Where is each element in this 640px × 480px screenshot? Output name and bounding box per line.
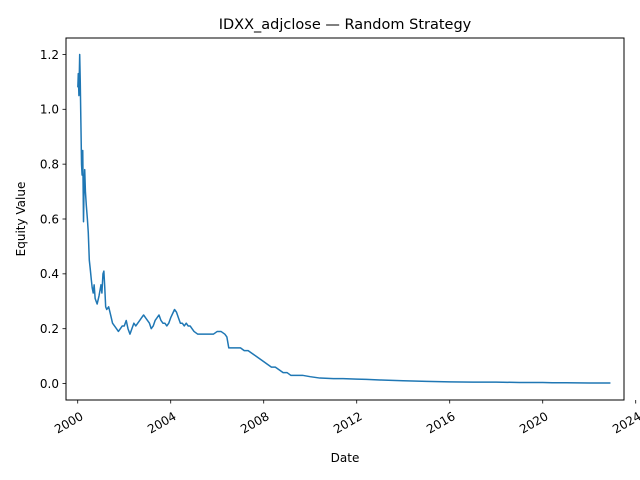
y-tick-label: 0.2	[40, 322, 59, 336]
y-tick-label: 0.8	[40, 157, 59, 171]
y-axis-title: Equity Value	[14, 182, 28, 257]
y-tick-label: 1.2	[40, 48, 59, 62]
series-layer	[77, 53, 611, 384]
y-tick-label: 0.0	[40, 377, 59, 391]
y-tick-label: 0.4	[40, 267, 59, 281]
equity-line	[77, 53, 611, 384]
y-tick-label: 0.6	[40, 212, 59, 226]
y-tick-label: 1.0	[40, 103, 59, 117]
x-axis-title: Date	[331, 451, 360, 465]
y-axis: 0.0 0.2 0.4 0.6 0.8 1.0 1.2	[40, 48, 66, 391]
chart-title: IDXX_adjclose — Random Strategy	[219, 17, 472, 33]
